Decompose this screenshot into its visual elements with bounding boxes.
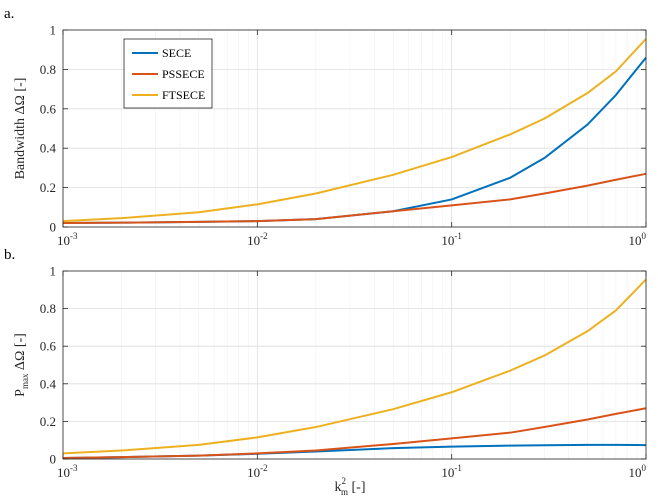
x-tick-label: 10-1 [441, 231, 462, 248]
panel-label: a. [4, 6, 14, 22]
x-tick-base: 10 [247, 465, 260, 480]
y-tick-label: 0.4 [40, 376, 57, 391]
y-axis-label-subscript: max [20, 373, 30, 389]
y-tick-label: 0.6 [40, 101, 57, 116]
x-tick-exponent: 0 [642, 463, 647, 473]
panel-a: 10-3 10-2 10-1 10000.20.40.60.81a.Bandwidth… [4, 6, 647, 248]
x-tick-label: 10-2 [247, 463, 268, 480]
x-tick-base: 10 [441, 233, 454, 248]
x-tick-base: 10 [57, 233, 70, 248]
x-tick-base: 10 [629, 233, 642, 248]
y-axis-label: Pmax ΔΩ [-] [13, 333, 30, 397]
legend-label-pssece: PSSECE [162, 67, 205, 81]
legend-label-ftsece: FTSECE [162, 88, 205, 102]
x-tick-exponent: 0 [642, 231, 647, 241]
panel-label: b. [4, 247, 15, 263]
x-tick-label: 10-3 [57, 231, 78, 248]
legend-label-sece: SECE [162, 46, 191, 60]
x-axis-label-rest: [-] [348, 480, 366, 495]
x-tick-exponent: -2 [260, 231, 268, 241]
x-axis-label-superscript: 2 [342, 476, 347, 486]
x-axis-label: k2 m [-] [335, 476, 366, 497]
x-tick-label: 10-1 [441, 463, 462, 480]
x-tick-label: 10-3 [57, 463, 78, 480]
x-tick-exponent: -2 [260, 463, 268, 473]
y-axis-label-rest: ΔΩ [-] [13, 333, 28, 373]
x-tick-base: 10 [441, 465, 454, 480]
legend: SECE PSSECE FTSECE [124, 39, 212, 108]
y-tick-label: 0.8 [40, 301, 56, 316]
y-tick-label: 1 [50, 23, 57, 38]
y-axis-label-main: P [13, 389, 28, 397]
y-tick-label: 1 [50, 264, 57, 279]
x-axis-label-subscript: m [341, 487, 348, 497]
y-tick-label: 0.4 [40, 141, 57, 156]
y-axis-label: Bandwidth ΔΩ [-] [13, 78, 28, 180]
y-tick-label: 0.8 [40, 62, 56, 77]
x-tick-exponent: -1 [454, 463, 462, 473]
y-tick-label: 0.6 [40, 339, 57, 354]
y-tick-label: 0.2 [40, 414, 56, 429]
plot-area [63, 271, 646, 459]
x-tick-exponent: -3 [70, 463, 78, 473]
x-tick-label: 100 [629, 463, 647, 480]
y-tick-label: 0.2 [40, 180, 56, 195]
x-tick-label: 100 [629, 231, 647, 248]
x-tick-label: 10-2 [247, 231, 268, 248]
y-tick-label: 0 [50, 452, 57, 467]
x-tick-base: 10 [629, 465, 642, 480]
x-tick-base: 10 [57, 465, 70, 480]
x-tick-exponent: -3 [70, 231, 78, 241]
x-tick-base: 10 [247, 233, 260, 248]
y-tick-label: 0 [50, 220, 57, 235]
x-tick-exponent: -1 [454, 231, 462, 241]
